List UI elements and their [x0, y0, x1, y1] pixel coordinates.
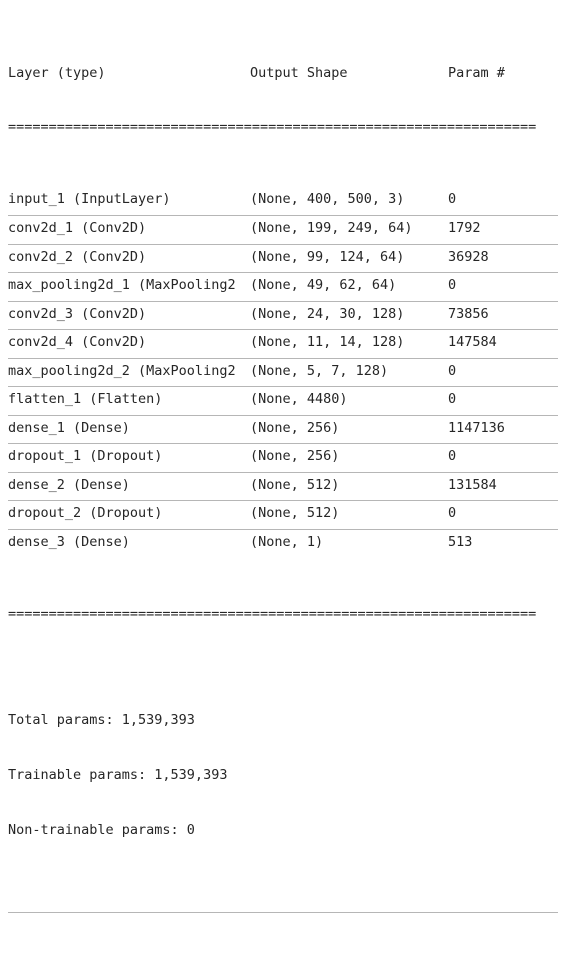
totals-block: Total params: 1,539,393 Trainable params… [8, 674, 558, 875]
cell-layer: dense_1 (Dense) [8, 420, 250, 438]
cell-layer: conv2d_1 (Conv2D) [8, 220, 250, 238]
cell-output-shape: (None, 256) [250, 420, 448, 438]
header-row: Layer (type) Output Shape Param # [8, 61, 558, 87]
cell-param: 0 [448, 191, 558, 209]
cell-param: 147584 [448, 334, 558, 352]
table-row: dense_3 (Dense)(None, 1)513 [8, 530, 558, 556]
cell-param: 0 [448, 363, 558, 381]
header-output-shape: Output Shape [250, 65, 448, 83]
cell-output-shape: (None, 512) [250, 477, 448, 495]
table-row: dense_1 (Dense)(None, 256)1147136 [8, 416, 558, 442]
header-param: Param # [448, 65, 558, 83]
table-row: max_pooling2d_2 (MaxPooling2(None, 5, 7,… [8, 359, 558, 385]
model-summary: Layer (type) Output Shape Param # ======… [8, 8, 558, 949]
double-rule-top: ========================================… [8, 121, 558, 135]
cell-layer: dropout_2 (Dropout) [8, 505, 250, 523]
table-row: flatten_1 (Flatten)(None, 4480)0 [8, 387, 558, 413]
cell-layer: conv2d_3 (Conv2D) [8, 306, 250, 324]
table-row: dropout_2 (Dropout)(None, 512)0 [8, 501, 558, 527]
cell-param: 73856 [448, 306, 558, 324]
cell-layer: dense_3 (Dense) [8, 534, 250, 552]
cell-param: 1792 [448, 220, 558, 238]
cell-param: 0 [448, 505, 558, 523]
cell-layer: conv2d_4 (Conv2D) [8, 334, 250, 352]
cell-param: 1147136 [448, 420, 558, 438]
cell-output-shape: (None, 1) [250, 534, 448, 552]
cell-param: 0 [448, 277, 558, 295]
final-rule [8, 912, 558, 913]
cell-output-shape: (None, 256) [250, 448, 448, 466]
cell-layer: dense_2 (Dense) [8, 477, 250, 495]
table-row: dropout_1 (Dropout)(None, 256)0 [8, 444, 558, 470]
cell-layer: dropout_1 (Dropout) [8, 448, 250, 466]
cell-output-shape: (None, 49, 62, 64) [250, 277, 448, 295]
table-row: conv2d_4 (Conv2D)(None, 11, 14, 128)1475… [8, 330, 558, 356]
table-row: dense_2 (Dense)(None, 512)131584 [8, 473, 558, 499]
table-row: conv2d_1 (Conv2D)(None, 199, 249, 64)179… [8, 216, 558, 242]
cell-layer: max_pooling2d_1 (MaxPooling2 [8, 277, 250, 295]
cell-layer: flatten_1 (Flatten) [8, 391, 250, 409]
cell-layer: max_pooling2d_2 (MaxPooling2 [8, 363, 250, 381]
table-row: input_1 (InputLayer)(None, 400, 500, 3)0 [8, 187, 558, 213]
cell-output-shape: (None, 5, 7, 128) [250, 363, 448, 381]
cell-output-shape: (None, 199, 249, 64) [250, 220, 448, 238]
table-row: conv2d_3 (Conv2D)(None, 24, 30, 128)7385… [8, 302, 558, 328]
nontrainable-params: Non-trainable params: 0 [8, 821, 558, 841]
cell-output-shape: (None, 4480) [250, 391, 448, 409]
cell-param: 0 [448, 391, 558, 409]
rows-container: input_1 (InputLayer)(None, 400, 500, 3)0… [8, 187, 558, 555]
table-row: max_pooling2d_1 (MaxPooling2(None, 49, 6… [8, 273, 558, 299]
header-layer: Layer (type) [8, 65, 250, 83]
double-rule-bottom: ========================================… [8, 608, 558, 622]
trainable-params: Trainable params: 1,539,393 [8, 766, 558, 786]
cell-param: 0 [448, 448, 558, 466]
cell-output-shape: (None, 11, 14, 128) [250, 334, 448, 352]
cell-param: 36928 [448, 249, 558, 267]
cell-layer: conv2d_2 (Conv2D) [8, 249, 250, 267]
cell-output-shape: (None, 99, 124, 64) [250, 249, 448, 267]
cell-output-shape: (None, 24, 30, 128) [250, 306, 448, 324]
cell-param: 513 [448, 534, 558, 552]
table-row: conv2d_2 (Conv2D)(None, 99, 124, 64)3692… [8, 245, 558, 271]
cell-output-shape: (None, 512) [250, 505, 448, 523]
cell-layer: input_1 (InputLayer) [8, 191, 250, 209]
cell-param: 131584 [448, 477, 558, 495]
cell-output-shape: (None, 400, 500, 3) [250, 191, 448, 209]
total-params: Total params: 1,539,393 [8, 711, 558, 731]
